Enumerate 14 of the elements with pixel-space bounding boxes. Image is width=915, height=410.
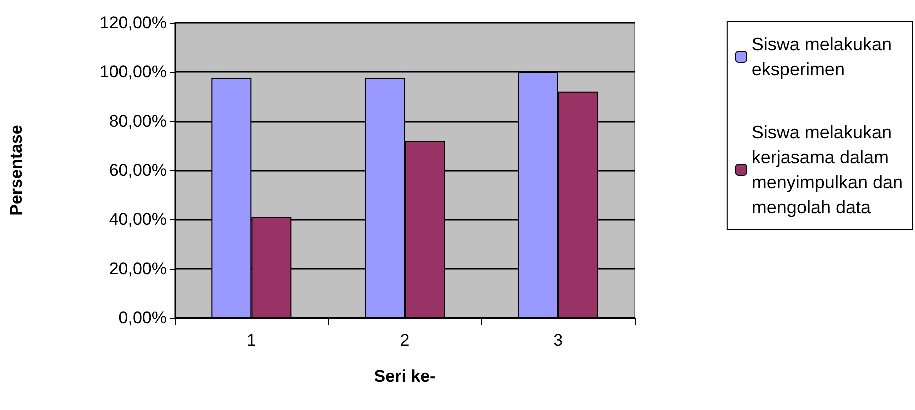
y-tick-label: 100,00% [100,62,167,82]
x-axis-title: Seri ke- [374,367,436,386]
x-tick-label: 3 [554,331,564,350]
x-tick-label: 1 [246,331,256,350]
legend-label: Siswa melakukan kerjasama dalam menyimpulkan dan mengolah data [752,122,904,218]
y-tick-label: 40,00% [109,210,167,230]
x-tick-label: 2 [400,331,410,350]
legend-label: Siswa melakukan eksperimen [752,34,892,80]
y-tick-label: 60,00% [109,161,167,180]
y-tick-label: 20,00% [109,259,167,278]
y-axis-title: Persentase [7,125,26,216]
y-tick-label: 120,00% [100,14,167,32]
y-tick-label: 80,00% [109,112,167,131]
y-tick-label: 0,00% [118,308,167,328]
